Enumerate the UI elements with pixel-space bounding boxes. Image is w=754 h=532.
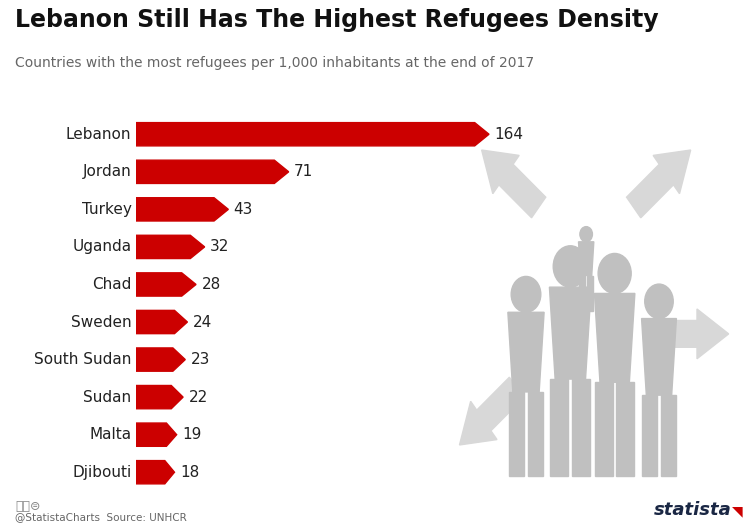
- Text: Chad: Chad: [92, 277, 131, 292]
- Text: Jordan: Jordan: [83, 164, 131, 179]
- Text: 24: 24: [193, 314, 212, 329]
- Text: South Sudan: South Sudan: [34, 352, 131, 367]
- Text: 32: 32: [210, 239, 229, 254]
- Circle shape: [580, 227, 593, 242]
- Text: Malta: Malta: [89, 427, 131, 442]
- FancyArrow shape: [659, 309, 728, 359]
- Bar: [572, 379, 590, 476]
- Text: 28: 28: [201, 277, 221, 292]
- Text: Turkey: Turkey: [81, 202, 131, 217]
- Bar: [579, 276, 585, 311]
- Bar: [617, 383, 634, 476]
- Text: 71: 71: [294, 164, 314, 179]
- Polygon shape: [136, 423, 176, 446]
- Polygon shape: [136, 160, 289, 184]
- FancyArrow shape: [482, 150, 546, 218]
- Text: ◥: ◥: [732, 505, 743, 519]
- Polygon shape: [136, 348, 185, 371]
- Text: 43: 43: [234, 202, 253, 217]
- Text: Sudan: Sudan: [83, 389, 131, 405]
- FancyArrow shape: [627, 150, 691, 218]
- Polygon shape: [136, 461, 174, 484]
- Text: @StatistaCharts  Source: UNHCR: @StatistaCharts Source: UNHCR: [15, 512, 187, 522]
- Text: statista: statista: [654, 501, 731, 519]
- Polygon shape: [642, 319, 676, 395]
- Bar: [550, 379, 569, 476]
- Bar: [528, 392, 544, 476]
- Polygon shape: [136, 198, 228, 221]
- Bar: [642, 395, 657, 476]
- Text: Lebanon Still Has The Highest Refugees Density: Lebanon Still Has The Highest Refugees D…: [15, 8, 659, 32]
- Text: 164: 164: [495, 127, 523, 142]
- Polygon shape: [136, 386, 183, 409]
- Text: 19: 19: [182, 427, 201, 442]
- Circle shape: [511, 277, 541, 312]
- Circle shape: [553, 246, 587, 287]
- Circle shape: [645, 284, 673, 319]
- Polygon shape: [578, 242, 594, 276]
- Text: Lebanon: Lebanon: [66, 127, 131, 142]
- Text: 18: 18: [180, 465, 199, 480]
- Text: Countries with the most refugees per 1,000 inhabitants at the end of 2017: Countries with the most refugees per 1,0…: [15, 56, 534, 70]
- Circle shape: [598, 253, 631, 294]
- Text: Djibouti: Djibouti: [72, 465, 131, 480]
- Text: Uganda: Uganda: [72, 239, 131, 254]
- Bar: [661, 395, 676, 476]
- Bar: [596, 383, 613, 476]
- Polygon shape: [508, 312, 544, 392]
- Bar: [587, 276, 593, 311]
- Polygon shape: [594, 294, 635, 383]
- FancyArrow shape: [459, 377, 523, 445]
- Polygon shape: [136, 310, 188, 334]
- Text: Sweden: Sweden: [71, 314, 131, 329]
- Text: 22: 22: [188, 389, 208, 405]
- Text: 23: 23: [191, 352, 210, 367]
- Text: Ⓒⓘ⊜: Ⓒⓘ⊜: [15, 501, 41, 513]
- Polygon shape: [136, 235, 204, 259]
- Bar: [509, 392, 524, 476]
- Polygon shape: [550, 287, 591, 379]
- Polygon shape: [136, 273, 196, 296]
- Polygon shape: [136, 122, 489, 146]
